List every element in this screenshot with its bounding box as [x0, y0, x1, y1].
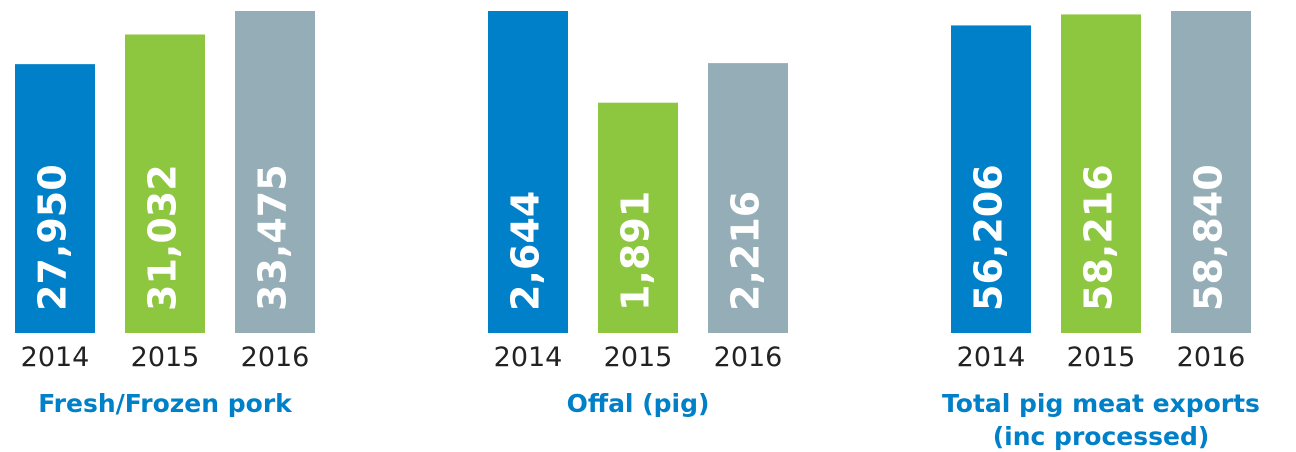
chart-title: Fresh/Frozen pork: [38, 389, 293, 418]
x-tick-label: 2016: [241, 342, 310, 373]
value-label: 31,032: [141, 164, 185, 311]
value-label: 33,475: [251, 164, 295, 311]
bar: [951, 25, 1031, 333]
chart-title: Total pig meat exports: [942, 389, 1260, 418]
x-tick-label: 2014: [957, 342, 1026, 373]
value-label: 27,950: [31, 164, 75, 311]
chart-title: Offal (pig): [567, 389, 710, 418]
value-label: 2,644: [504, 191, 548, 311]
bar: [15, 64, 95, 333]
bar: [708, 63, 788, 333]
x-tick-label: 2014: [21, 342, 90, 373]
bar: [1171, 11, 1251, 333]
value-label: 1,891: [614, 191, 658, 311]
bar: [125, 34, 205, 333]
x-tick-label: 2014: [494, 342, 563, 373]
bar: [598, 102, 678, 333]
value-label: 58,216: [1077, 164, 1121, 311]
bar: [235, 11, 315, 333]
x-tick-label: 2015: [131, 342, 200, 373]
x-tick-label: 2015: [1067, 342, 1136, 373]
x-tick-label: 2015: [604, 342, 673, 373]
chart-title: (inc processed): [993, 422, 1210, 451]
value-label: 56,206: [967, 164, 1011, 311]
x-tick-label: 2016: [1177, 342, 1246, 373]
bar: [488, 11, 568, 333]
value-label: 58,840: [1187, 164, 1231, 311]
bar: [1061, 14, 1141, 333]
value-label: 2,216: [724, 191, 768, 311]
x-tick-label: 2016: [714, 342, 783, 373]
